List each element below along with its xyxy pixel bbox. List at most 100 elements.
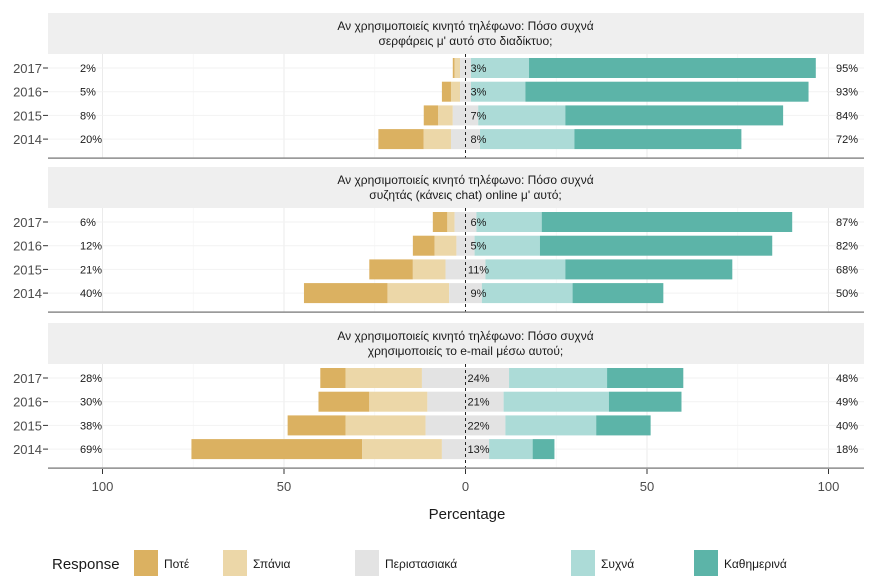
- legend-label: Καθημερινά: [724, 557, 787, 571]
- neutral-percent-label: 24%: [467, 373, 489, 385]
- left-percent-label: 2%: [80, 63, 96, 75]
- neutral-percent-label: 9%: [471, 288, 487, 300]
- right-percent-label: 68%: [836, 264, 858, 276]
- x-axis-title: Percentage: [429, 506, 506, 523]
- neutral-percent-label: 22%: [467, 420, 489, 432]
- segment-daily: [539, 235, 773, 256]
- segment-often: [509, 368, 608, 388]
- x-tick-label: 50: [277, 479, 291, 494]
- right-percent-label: 84%: [836, 110, 858, 122]
- segment-never: [452, 58, 455, 78]
- segment-often: [470, 58, 530, 78]
- neutral-percent-label: 11%: [468, 264, 489, 276]
- right-percent-label: 40%: [836, 420, 858, 432]
- neutral-percent-label: 13%: [467, 444, 489, 456]
- panel-title-line1: Αν χρησιμοποιείς κινητό τηλέφωνο: Πόσο σ…: [337, 329, 593, 343]
- panel-title-line2: σερφάρεις μ' αυτό στο διαδίκτυο;: [379, 34, 553, 48]
- panel-title-line1: Αν χρησιμοποιείς κινητό τηλέφωνο: Πόσο σ…: [337, 173, 593, 187]
- left-percent-label: 20%: [80, 134, 102, 146]
- segment-often: [481, 283, 573, 304]
- legend-title: Response: [52, 556, 120, 573]
- neutral-percent-label: 8%: [471, 134, 487, 146]
- segment-often: [478, 105, 566, 126]
- segment-daily: [525, 81, 809, 102]
- segment-rarely: [447, 212, 455, 232]
- legend-item: Περιστασιακά: [355, 550, 457, 576]
- segment-never: [191, 439, 363, 460]
- segment-never: [432, 212, 448, 232]
- bar-row-2016: 2016 30% 21% 49%: [13, 391, 864, 412]
- bar-row-2017: 2017 2% 3% 95%: [13, 58, 864, 78]
- panel-3: Αν χρησιμοποιείς κινητό τηλέφωνο: Πόσο σ…: [13, 323, 864, 469]
- bar-row-2015: 2015 21% 11% 68%: [13, 259, 864, 280]
- right-percent-label: 87%: [836, 217, 858, 229]
- left-percent-label: 8%: [80, 110, 96, 122]
- neutral-percent-label: 5%: [471, 241, 487, 253]
- x-tick-label: 100: [818, 479, 840, 494]
- legend: Response Ποτέ Σπάνια Περιστασιακά Συχνά Καθη…: [52, 550, 787, 576]
- legend-swatch: [355, 550, 379, 576]
- segment-never: [287, 415, 346, 436]
- legend-label: Συχνά: [601, 557, 634, 571]
- year-tick-label: 2017: [13, 61, 42, 76]
- segment-often: [480, 129, 575, 150]
- bar-row-2014: 2014 40% 9% 50%: [13, 283, 864, 304]
- panel-strip: [48, 13, 864, 54]
- bar-row-2017: 2017 28% 24% 48%: [13, 368, 864, 388]
- year-tick-label: 2017: [13, 215, 42, 230]
- panel-2: Αν χρησιμοποιείς κινητό τηλέφωνο: Πόσο σ…: [13, 167, 864, 313]
- left-percent-label: 69%: [80, 444, 102, 456]
- segment-often: [505, 415, 597, 436]
- segment-daily: [596, 415, 651, 436]
- segment-daily: [572, 283, 664, 304]
- segment-rarely: [454, 58, 461, 78]
- year-tick-label: 2015: [13, 418, 42, 433]
- legend-item: Ποτέ: [134, 550, 190, 576]
- legend-swatch: [223, 550, 247, 576]
- bar-row-2016: 2016 12% 5% 82%: [13, 235, 864, 256]
- bar-row-2015: 2015 38% 22% 40%: [13, 415, 864, 436]
- segment-never: [441, 81, 451, 102]
- legend-items: Ποτέ Σπάνια Περιστασιακά Συχνά Καθημερινά: [134, 550, 787, 576]
- segment-rarely: [450, 81, 461, 102]
- year-tick-label: 2016: [13, 395, 42, 410]
- legend-item: Συχνά: [571, 550, 634, 576]
- segment-rarely: [345, 368, 422, 388]
- panel-strip: [48, 323, 864, 364]
- year-tick-label: 2014: [13, 286, 42, 301]
- panel-strip: [48, 167, 864, 208]
- legend-swatch: [571, 550, 595, 576]
- x-tick-label: 100: [92, 479, 114, 494]
- neutral-percent-label: 6%: [471, 217, 487, 229]
- right-percent-label: 95%: [836, 63, 858, 75]
- segment-rarely: [412, 259, 446, 280]
- legend-item: Καθημερινά: [694, 550, 787, 576]
- segment-rarely: [438, 105, 453, 126]
- year-tick-label: 2014: [13, 132, 42, 147]
- right-percent-label: 48%: [836, 373, 858, 385]
- panel-title-line2: χρησιμοποιείς το e-mail μέσω αυτού;: [368, 344, 563, 358]
- bar-row-2016: 2016 5% 3% 93%: [13, 81, 864, 102]
- right-percent-label: 50%: [836, 288, 858, 300]
- segment-daily: [608, 391, 682, 412]
- legend-swatch: [694, 550, 718, 576]
- year-tick-label: 2014: [13, 442, 42, 457]
- legend-item: Σπάνια: [223, 550, 291, 576]
- segment-rarely: [387, 283, 450, 304]
- segment-daily: [532, 439, 555, 460]
- segment-never: [318, 391, 370, 412]
- panel-title-line1: Αν χρησιμοποιείς κινητό τηλέφωνο: Πόσο σ…: [337, 19, 593, 33]
- segment-rarely: [345, 415, 426, 436]
- panel-1: Αν χρησιμοποιείς κινητό τηλέφωνο: Πόσο σ…: [13, 13, 864, 159]
- bar-row-2017: 2017 6% 6% 87%: [13, 212, 864, 232]
- segment-never: [320, 368, 346, 388]
- year-tick-label: 2016: [13, 239, 42, 254]
- panel-title-line2: συζητάς (κάνεις chat) online μ' αυτό;: [369, 188, 561, 202]
- segment-often: [485, 259, 566, 280]
- right-percent-label: 18%: [836, 444, 858, 456]
- segment-never: [423, 105, 439, 126]
- legend-label: Περιστασιακά: [385, 557, 457, 571]
- left-percent-label: 5%: [80, 87, 96, 99]
- year-tick-label: 2017: [13, 371, 42, 386]
